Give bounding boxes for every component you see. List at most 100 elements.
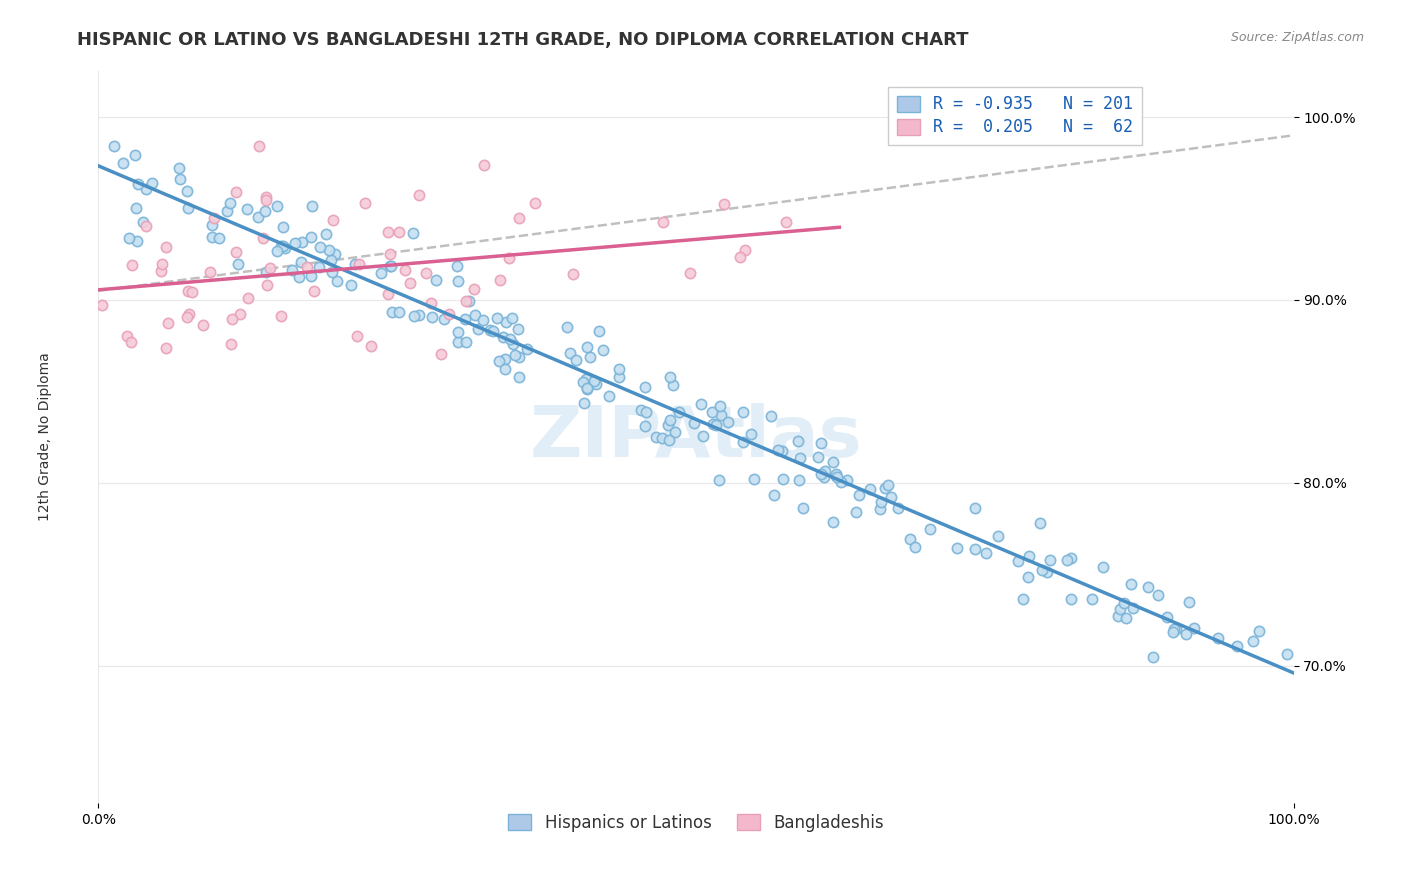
Point [702,417,724,431]
Point [1081,591,1104,606]
Point [181,285,204,300]
Point [877,477,900,491]
Point [125,235,148,249]
Point [215,203,238,218]
Point [1059,550,1081,565]
Point [1107,608,1129,623]
Point [253,204,276,219]
Point [271,219,294,234]
Point [1115,611,1137,625]
Point [662,378,685,392]
Point [229,307,252,321]
Point [221,311,243,326]
Point [759,409,782,424]
Point [1121,576,1143,591]
Point [254,190,277,204]
Point [284,235,307,250]
Point [447,334,470,349]
Point [1091,560,1114,574]
Point [501,310,523,325]
Point [859,482,882,496]
Point [1036,565,1059,579]
Point [683,417,706,431]
Point [236,202,259,216]
Point [659,370,682,384]
Point [1275,647,1298,661]
Point [814,465,837,479]
Text: ZIPAtlas: ZIPAtlas [530,402,862,472]
Text: 12th Grade, No Diploma: 12th Grade, No Diploma [38,352,52,522]
Point [609,362,631,376]
Point [1060,591,1083,606]
Point [323,247,346,261]
Point [1114,596,1136,610]
Point [408,188,430,202]
Point [825,469,848,483]
Point [308,260,330,274]
Point [1121,600,1143,615]
Point [270,309,292,323]
Point [498,251,520,265]
Point [713,196,735,211]
Point [494,352,516,367]
Point [388,226,411,240]
Point [454,293,477,308]
Point [523,195,546,210]
Point [574,396,596,410]
Point [1174,627,1197,641]
Point [588,324,610,338]
Point [766,442,789,457]
Point [437,307,460,321]
Point [491,330,513,344]
Point [717,415,740,429]
Point [813,470,835,484]
Point [202,211,225,225]
Point [664,425,686,439]
Point [191,318,214,332]
Point [420,295,443,310]
Point [118,231,141,245]
Point [678,266,700,280]
Point [709,473,731,487]
Point [598,389,620,403]
Point [634,405,657,419]
Point [344,258,367,272]
Point [408,309,430,323]
Text: HISPANIC OR LATINO VS BANGLADESHI 12TH GRADE, NO DIPLOMA CORRELATION CHART: HISPANIC OR LATINO VS BANGLADESHI 12TH G… [77,31,969,49]
Point [728,250,751,264]
Point [1161,625,1184,640]
Point [201,218,224,232]
Point [259,261,281,276]
Point [1029,516,1052,531]
Point [692,429,714,443]
Point [380,259,402,273]
Point [378,260,401,274]
Point [225,185,247,199]
Point [281,263,304,277]
Point [700,405,723,419]
Point [1226,639,1249,653]
Point [226,257,249,271]
Point [575,372,598,386]
Point [704,418,727,433]
Point [1011,591,1033,606]
Point [1146,588,1168,602]
Point [1031,563,1053,577]
Point [381,305,404,319]
Legend: Hispanics or Latinos, Bangladeshis: Hispanics or Latinos, Bangladeshis [502,807,890,838]
Point [446,274,468,288]
Point [634,380,657,394]
Point [571,375,593,389]
Point [1206,632,1229,646]
Point [472,158,495,172]
Point [309,240,332,254]
Point [516,342,538,356]
Point [301,199,323,213]
Point [869,501,891,516]
Point [155,341,177,355]
Point [792,500,814,515]
Point [177,284,200,298]
Point [91,298,114,312]
Point [987,528,1010,542]
Point [254,265,277,279]
